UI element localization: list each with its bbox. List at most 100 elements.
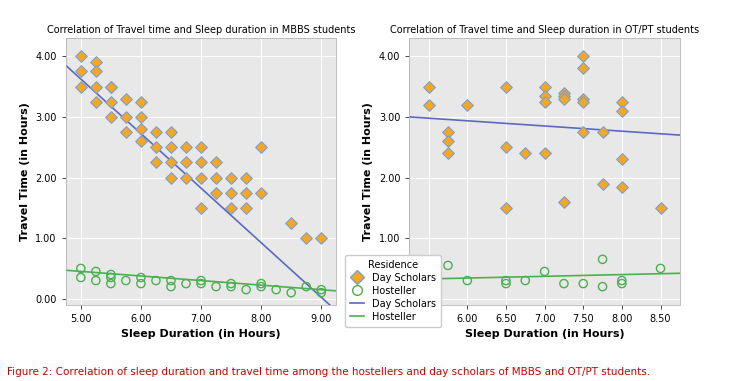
Point <box>225 280 237 287</box>
Point <box>461 277 473 283</box>
Point <box>90 69 102 75</box>
Point <box>135 138 147 144</box>
Point <box>577 280 589 287</box>
Point <box>558 96 569 102</box>
Point <box>240 174 252 181</box>
Point <box>105 271 117 277</box>
Point <box>211 190 222 196</box>
Point <box>75 69 87 75</box>
Point <box>539 83 550 90</box>
Point <box>315 235 327 241</box>
Point <box>195 277 207 283</box>
Point <box>211 159 222 165</box>
Point <box>442 129 454 135</box>
Y-axis label: Travel Time (in Hours): Travel Time (in Hours) <box>20 102 30 241</box>
Point <box>315 287 327 293</box>
Point <box>500 277 512 283</box>
Point <box>616 184 628 190</box>
Point <box>500 280 512 287</box>
Point <box>558 199 569 205</box>
Point <box>539 99 550 105</box>
Point <box>655 205 667 211</box>
Point <box>225 283 237 290</box>
Point <box>120 96 132 102</box>
Point <box>616 99 628 105</box>
Point <box>423 102 434 108</box>
Point <box>577 66 589 72</box>
Point <box>558 280 569 287</box>
Point <box>105 280 117 287</box>
Point <box>75 266 87 272</box>
Point <box>270 287 282 293</box>
Point <box>120 129 132 135</box>
Y-axis label: Travel Time (in Hours): Travel Time (in Hours) <box>363 102 374 241</box>
Point <box>500 144 512 150</box>
Point <box>616 277 628 283</box>
Point <box>577 53 589 59</box>
Point <box>442 138 454 144</box>
Point <box>285 220 297 226</box>
Point <box>195 174 207 181</box>
Point <box>135 114 147 120</box>
Point <box>105 99 117 105</box>
Point <box>315 290 327 296</box>
Point <box>300 235 312 241</box>
Point <box>558 90 569 96</box>
Point <box>180 280 192 287</box>
Title: Correlation of Travel time and Sleep duration in OT/PT students: Correlation of Travel time and Sleep dur… <box>390 24 699 35</box>
Point <box>596 129 608 135</box>
Point <box>105 83 117 90</box>
Point <box>195 159 207 165</box>
Point <box>75 274 87 280</box>
Point <box>211 283 222 290</box>
Point <box>240 287 252 293</box>
Point <box>596 181 608 187</box>
Point <box>75 83 87 90</box>
Point <box>195 205 207 211</box>
Point <box>105 114 117 120</box>
Point <box>240 190 252 196</box>
Point <box>577 96 589 102</box>
Point <box>655 266 667 272</box>
Point <box>616 156 628 162</box>
Point <box>225 190 237 196</box>
Point <box>596 283 608 290</box>
Point <box>135 280 147 287</box>
Point <box>616 108 628 114</box>
Point <box>225 205 237 211</box>
Legend: Day Scholars, Hosteller, Day Scholars, Hosteller: Day Scholars, Hosteller, Day Scholars, H… <box>345 255 441 327</box>
Point <box>90 99 102 105</box>
Point <box>120 114 132 120</box>
Point <box>500 83 512 90</box>
Point <box>150 129 162 135</box>
Point <box>577 129 589 135</box>
Point <box>180 174 192 181</box>
Point <box>539 93 550 99</box>
Point <box>165 129 177 135</box>
Point <box>165 159 177 165</box>
Point <box>90 83 102 90</box>
Point <box>165 277 177 283</box>
Point <box>225 174 237 181</box>
Point <box>120 277 132 283</box>
Point <box>90 277 102 283</box>
Point <box>180 159 192 165</box>
Point <box>165 283 177 290</box>
Point <box>255 144 267 150</box>
Point <box>75 53 87 59</box>
Point <box>90 268 102 274</box>
Point <box>135 99 147 105</box>
Point <box>105 83 117 90</box>
Point <box>539 150 550 156</box>
Text: Figure 2: Correlation of sleep duration and travel time among the hostellers and: Figure 2: Correlation of sleep duration … <box>7 367 651 377</box>
Point <box>461 102 473 108</box>
Point <box>558 93 569 99</box>
Point <box>165 144 177 150</box>
Point <box>135 126 147 132</box>
Point <box>520 150 531 156</box>
Point <box>442 150 454 156</box>
Point <box>596 256 608 263</box>
Point <box>300 283 312 290</box>
Point <box>539 268 550 274</box>
Point <box>195 144 207 150</box>
